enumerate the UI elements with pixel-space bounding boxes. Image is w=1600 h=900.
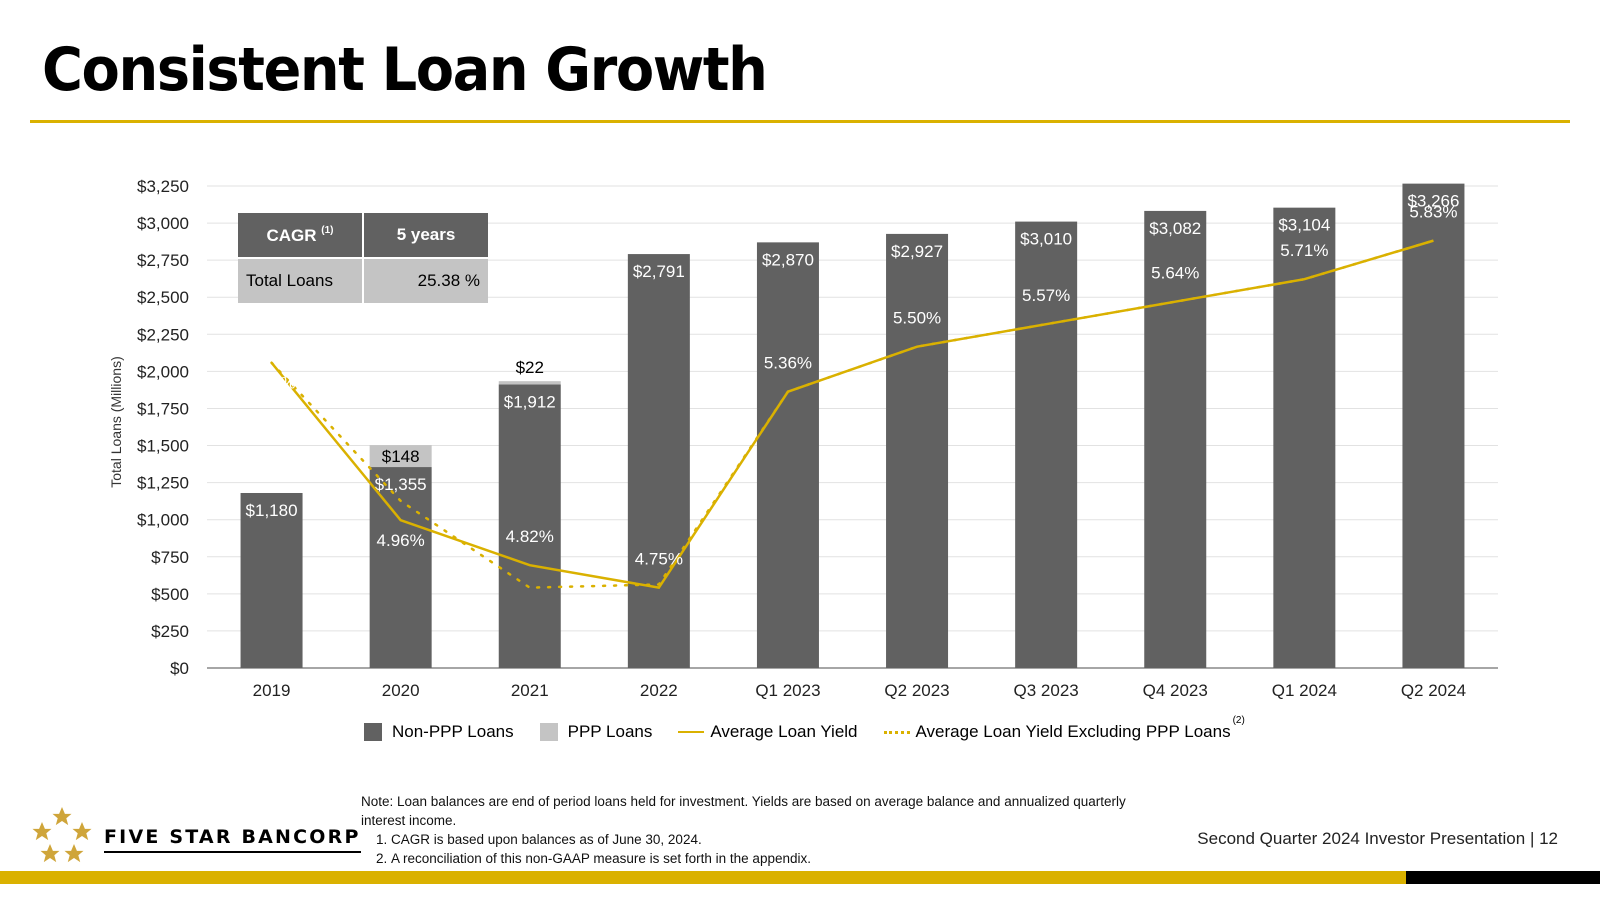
- legend-label: Average Loan Yield Excluding PPP Loans: [915, 722, 1231, 741]
- y-tick-label: $2,500: [137, 288, 189, 307]
- yield-data-label: 5.36%: [764, 354, 812, 373]
- x-tick-label: 2021: [511, 681, 549, 700]
- y-tick-label: $3,250: [137, 177, 189, 196]
- bar-non-ppp: [369, 467, 432, 668]
- legend-non-ppp: Non-PPP Loans: [364, 722, 514, 742]
- footer-bar-black: [1406, 871, 1600, 884]
- x-tick-label: Q3 2023: [1014, 681, 1079, 700]
- bar-non-ppp: [1015, 221, 1078, 668]
- legend-line-dotted: [883, 730, 910, 734]
- legend-avg-yield: Average Loan Yield: [678, 722, 858, 742]
- x-tick-label: Q1 2023: [755, 681, 820, 700]
- legend-label: Average Loan Yield: [710, 722, 858, 741]
- cagr-table: CAGR (1) 5 years Total Loans 25.38 %: [238, 213, 488, 303]
- bar-non-ppp: [1402, 183, 1465, 668]
- bar-label-ppp: $22: [516, 358, 544, 377]
- bar-label-non-ppp: $2,791: [633, 262, 685, 281]
- yield-data-label: 5.71%: [1280, 241, 1328, 260]
- cagr-period-header: 5 years: [363, 213, 488, 258]
- footer-bar-gold: [0, 871, 1406, 884]
- bar-label-non-ppp: $3,266: [1407, 192, 1459, 211]
- x-tick-label: Q2 2023: [884, 681, 949, 700]
- cagr-row-value: 25.38 %: [363, 257, 488, 303]
- bar-label-non-ppp: $3,082: [1149, 219, 1201, 238]
- yield-data-label: 5.57%: [1022, 286, 1070, 305]
- yield-line: [270, 239, 1434, 590]
- legend-line-solid: [678, 731, 705, 733]
- y-axis-label: Total Loans (Millions): [108, 356, 124, 488]
- legend-label: Non-PPP Loans: [392, 722, 514, 741]
- legend-label: PPP Loans: [567, 722, 653, 741]
- footnotes: Note: Loan balances are end of period lo…: [361, 792, 1161, 868]
- note-intro: Note: Loan balances are end of period lo…: [361, 794, 1126, 828]
- bar-ppp: [369, 445, 432, 468]
- yield-data-label: 5.64%: [1151, 264, 1199, 283]
- bar-non-ppp: [240, 492, 303, 668]
- bar-label-non-ppp: $1,912: [504, 392, 556, 411]
- footnote-2: A reconciliation of this non-GAAP measur…: [391, 849, 1161, 868]
- legend-ppp: PPP Loans: [539, 722, 653, 742]
- logo-wordmark: FIVE STAR BANCORP: [104, 826, 361, 853]
- x-tick-label: 2019: [253, 681, 291, 700]
- bar-label-non-ppp: $1,180: [246, 501, 298, 520]
- footnote-1: CAGR is based upon balances as of June 3…: [391, 830, 1161, 849]
- page-title: Consistent Loan Growth: [42, 35, 768, 105]
- yield-data-label: 4.96%: [377, 531, 425, 550]
- yield-data-label: 5.45%: [247, 374, 295, 393]
- y-tick-label: $2,250: [137, 325, 189, 344]
- stars-logo-icon: [32, 807, 92, 863]
- bar-non-ppp: [1144, 210, 1207, 668]
- bar-non-ppp: [886, 233, 949, 668]
- footer-presentation-label: Second Quarter 2024 Investor Presentatio…: [1197, 829, 1558, 848]
- chart-legend: Non-PPP Loans PPP Loans Average Loan Yie…: [364, 715, 1271, 742]
- y-tick-label: $250: [151, 622, 189, 641]
- yield-ex-ppp-line: [270, 239, 1435, 589]
- y-tick-label: $1,750: [137, 399, 189, 418]
- legend-swatch-light: [539, 723, 558, 741]
- yield-data-label: 5.50%: [893, 309, 941, 328]
- yield-data-label: 4.82%: [506, 527, 554, 546]
- legend-avg-yield-ex-ppp: Average Loan Yield Excluding PPP Loans (…: [883, 715, 1245, 742]
- legend-swatch-dark: [364, 723, 382, 741]
- yield-data-label: 4.75%: [635, 550, 683, 569]
- bar-ppp: [498, 381, 561, 385]
- bar-label-non-ppp: $2,870: [762, 250, 814, 269]
- x-tick-label: 2022: [640, 681, 678, 700]
- y-tick-label: $3,000: [137, 214, 189, 233]
- x-tick-label: Q4 2023: [1143, 681, 1208, 700]
- bar-label-non-ppp: $3,104: [1278, 216, 1330, 235]
- y-tick-label: $500: [151, 585, 189, 604]
- y-tick-label: $1,000: [137, 511, 189, 530]
- x-tick-label: Q1 2024: [1272, 681, 1337, 700]
- bar-label-ppp: $148: [382, 447, 420, 466]
- y-tick-label: $2,000: [137, 362, 189, 381]
- bar-non-ppp: [756, 242, 819, 668]
- bar-label-non-ppp: $1,355: [375, 475, 427, 494]
- y-tick-label: $750: [151, 548, 189, 567]
- y-tick-label: $1,250: [137, 474, 189, 493]
- y-tick-label: $0: [170, 659, 189, 678]
- cagr-header: CAGR (1): [238, 213, 364, 258]
- y-tick-label: $2,750: [137, 251, 189, 270]
- y-tick-label: $1,500: [137, 437, 189, 456]
- x-tick-label: 2020: [382, 681, 420, 700]
- bar-label-non-ppp: $2,927: [891, 242, 943, 261]
- cagr-row-label: Total Loans: [238, 257, 364, 303]
- bar-non-ppp: [627, 254, 690, 668]
- bar-non-ppp: [1273, 207, 1336, 668]
- title-divider: [30, 120, 1570, 123]
- legend-footnote-ref: (2): [1232, 714, 1245, 726]
- bar-non-ppp: [498, 384, 561, 668]
- bar-label-non-ppp: $3,010: [1020, 230, 1072, 249]
- yield-data-label: 5.83%: [1409, 203, 1457, 222]
- x-tick-label: Q2 2024: [1401, 681, 1466, 700]
